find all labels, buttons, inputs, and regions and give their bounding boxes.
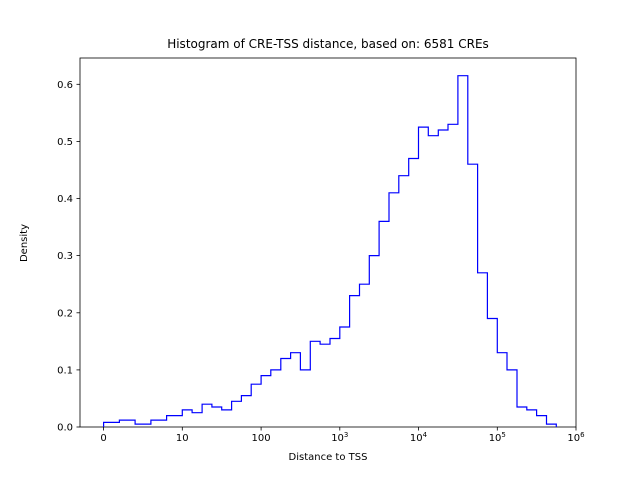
y-tick-label: 0.1 xyxy=(57,365,73,376)
plot-layer: 0 10 100 103 104 105 106 0.0 0.1 0.2 0.3 0.4 0.5 0.6 xyxy=(57,57,585,444)
x-tick-label: 104 xyxy=(410,431,428,444)
plot-border xyxy=(79,57,577,428)
chart-title: Histogram of CRE-TSS distance, based on:… xyxy=(167,37,489,51)
y-tick-label: 0.5 xyxy=(57,137,73,148)
y-tick-label: 0.2 xyxy=(57,308,73,319)
y-tick-label: 0.6 xyxy=(57,80,73,91)
x-tick-label: 100 xyxy=(252,433,271,444)
x-tick-label: 103 xyxy=(331,431,348,444)
histogram-step-line xyxy=(103,75,557,427)
y-tick-label: 0.3 xyxy=(57,251,73,262)
y-tick-label: 0.4 xyxy=(57,194,73,205)
y-axis-label: Density xyxy=(19,224,30,262)
x-tick-label: 0 xyxy=(100,433,106,444)
x-tick-label: 105 xyxy=(489,431,506,444)
x-axis-label: Distance to TSS xyxy=(289,452,368,463)
x-tick-label: 106 xyxy=(567,431,585,444)
y-tick-label: 0.0 xyxy=(57,423,73,434)
x-tick-label: 10 xyxy=(176,433,189,444)
